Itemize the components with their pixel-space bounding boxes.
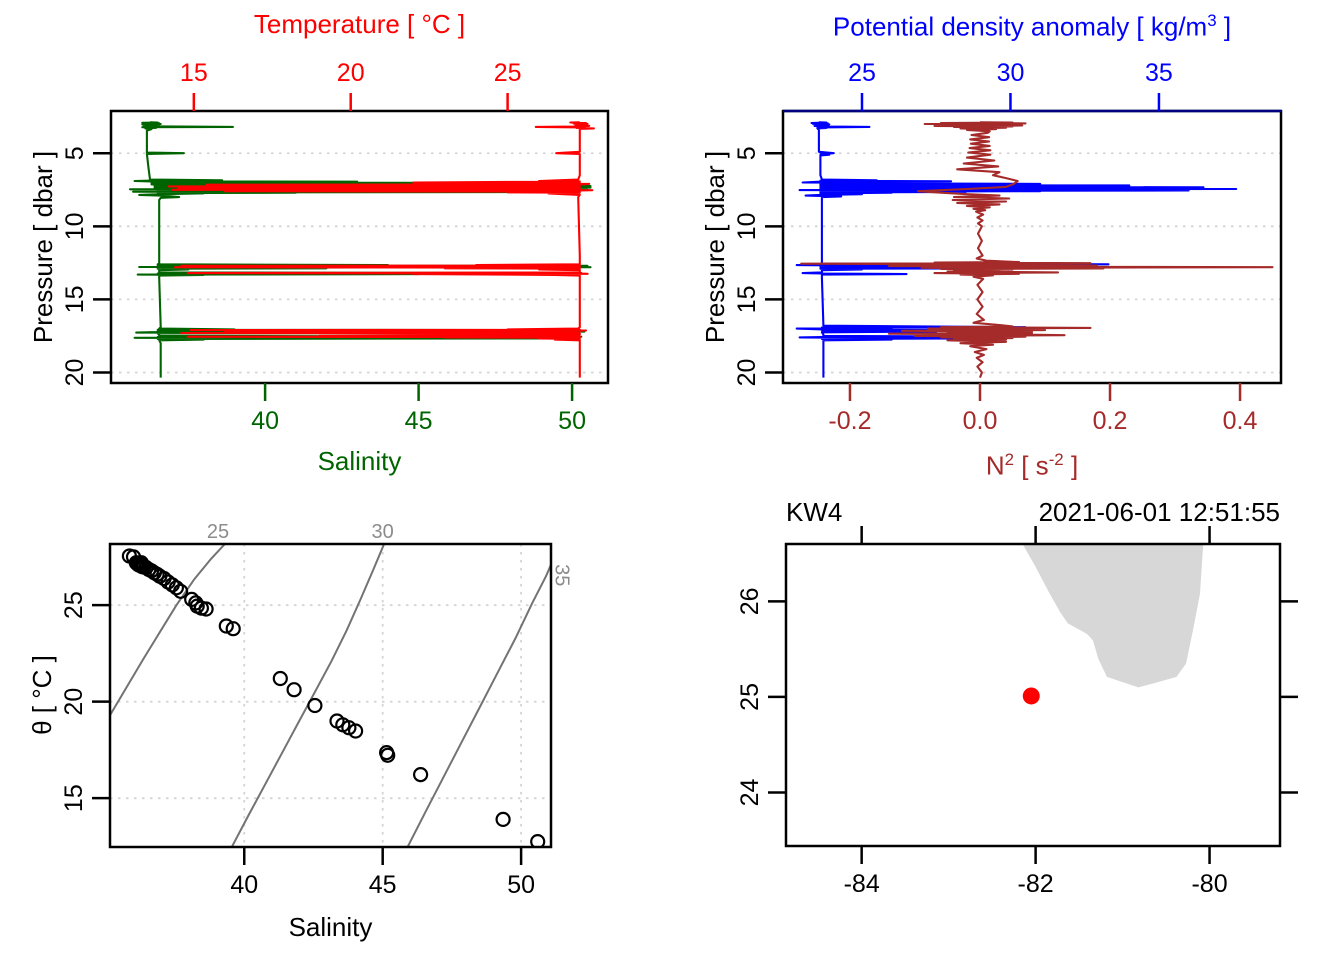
ts-point [225,621,241,637]
contour-label-30: 30 [372,521,394,543]
tick-label: 24 [736,778,764,806]
tick-label: 15 [733,285,761,313]
land-polygon [1022,544,1204,688]
ts-point [173,583,189,599]
contour-label-35: 35 [550,564,572,586]
profile-density-n2-content [795,121,1274,378]
panel-border-p4 [784,542,1282,848]
panel-border-p1 [109,109,610,385]
tick-label: 10 [733,212,761,240]
tick-label: 5 [733,146,761,160]
density-axis-title-end: ] [1216,11,1232,42]
ts-point [307,697,323,714]
n2-axis-title-sup2: -2 [1048,450,1064,469]
contour-label-25: 25 [207,521,229,543]
ts-point [530,834,546,847]
tick-label: 20 [60,688,88,716]
theta-axis-title: θ [ °C ] [27,655,57,735]
tick-label: 5 [61,146,89,160]
density-axis-title-text: Potential density anomaly [ kg/m [832,11,1208,42]
station-datetime: 2021-06-01 12:51:55 [1038,497,1280,527]
tick-label: 20 [337,59,365,87]
ts-point [272,670,288,687]
pressure-axis-title-left: Pressure [ dbar ] [28,150,58,344]
ts-point [348,723,364,739]
tick-label: 26 [736,587,764,615]
station-map-content [1022,544,1204,705]
tick-label: 15 [60,784,88,812]
tick-label: 50 [507,871,535,899]
density-axis-title-sup: 3 [1207,11,1217,30]
tick-label: 15 [180,59,208,87]
ts-point [380,747,396,763]
salinity-top-axis-title: Salinity [317,446,402,476]
panel-border-p2 [781,109,1283,385]
tick-label: 35 [1145,59,1173,87]
tick-label: 30 [997,59,1025,87]
tick-label: 0.4 [1223,407,1258,435]
tick-label: 40 [230,871,258,899]
tick-label: 0.2 [1093,407,1128,435]
ts-point [198,601,214,617]
temperature-trace [167,121,595,378]
tick-label: 45 [369,871,397,899]
tick-label: 15 [61,285,89,313]
profile-temperature-salinity-content [128,121,595,378]
tick-label: 25 [494,59,522,87]
tick-label: 10 [61,212,89,240]
density-axis-title: Potential density anomaly [ kg/m3 ] [783,7,1281,41]
pressure-axis-title-right: Pressure [ dbar ] [700,150,730,344]
tick-label: 50 [558,407,586,435]
isopycnal-contour-30 [230,544,386,847]
potential-density-anomaly-trace [795,121,1238,378]
n2-trace [800,121,1274,378]
station-marker [1022,687,1040,705]
n2-axis-title-end: ] [1063,450,1079,481]
isopycnal-contour-35 [406,564,551,847]
n2-axis-title: N2 [ s-2 ] [783,446,1281,480]
tick-label: 25 [60,591,88,619]
tick-label: 25 [736,683,764,711]
n2-axis-title-base: N [985,450,1005,481]
salinity-trace [128,121,592,378]
tick-label: 45 [405,407,433,435]
tick-label: 25 [848,59,876,87]
tick-label: -80 [1191,870,1227,898]
tick-label: -0.2 [828,407,871,435]
tick-label: 20 [61,359,89,387]
tick-label: 20 [733,359,761,387]
ts-point [218,618,234,634]
isopycnal-contour-25 [110,544,226,716]
tick-label: -82 [1018,870,1054,898]
temperature-axis-title: Temperature [ °C ] [253,9,466,39]
tick-label: -84 [844,870,880,898]
station-label: KW4 [786,497,843,527]
tick-label: 40 [251,407,279,435]
n2-axis-title-mid: [ s [1014,450,1049,481]
ts-point [168,580,184,596]
n2-axis-title-sup: 2 [1004,450,1015,469]
ts-point [495,811,511,828]
ts-point [286,682,302,698]
tick-label: 0.0 [963,407,998,435]
panel-border-p3 [108,542,553,849]
ts-point [413,766,429,783]
ts-diagram-content [110,544,551,847]
salinity-bottom-axis-title: Salinity [288,912,373,942]
